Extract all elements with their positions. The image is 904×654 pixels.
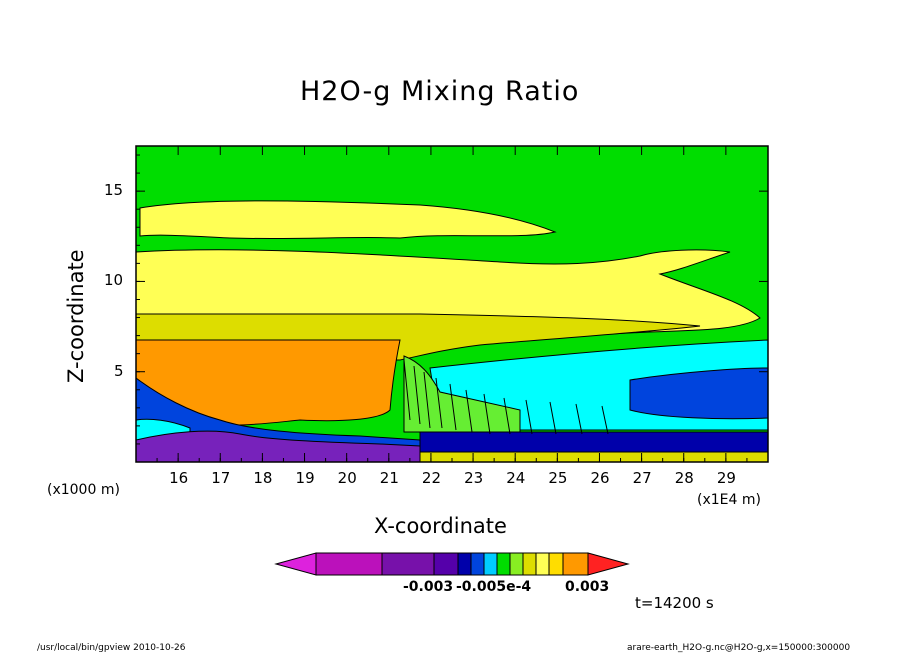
y-tick-marks	[136, 154, 768, 463]
colorbar-extend-left	[274, 552, 317, 576]
colorbar-segment	[483, 552, 498, 576]
x-tick-label: 17	[211, 469, 231, 487]
colorbar-segment	[522, 552, 537, 576]
footer-left: /usr/local/bin/gpview 2010-10-26	[37, 643, 186, 653]
x-tick-label: 16	[169, 469, 189, 487]
x-tick-label: 25	[548, 469, 568, 487]
colorbar	[274, 552, 630, 576]
colorbar-tick-label: -0.003	[403, 579, 454, 595]
contour-band-bottom-yellow	[419, 451, 768, 462]
contour-band-blue	[629, 367, 768, 420]
colorbar-segment	[496, 552, 511, 576]
contour-band-transition	[403, 355, 521, 433]
contour-band-purple	[136, 430, 421, 462]
time-label: t=14200 s	[635, 594, 714, 612]
x-scale-label: (x1E4 m)	[697, 492, 761, 508]
contour-band-navy	[419, 431, 768, 453]
colorbar-tick-label: 0.003	[565, 579, 610, 595]
y-tick-label: 10	[104, 271, 124, 290]
x-tick-label: 28	[674, 469, 694, 487]
x-tick-label: 20	[337, 469, 357, 487]
x-tick-label: 19	[295, 469, 315, 487]
x-tick-label: 24	[506, 469, 526, 487]
colorbar-segment	[548, 552, 564, 576]
chart-title: H2O-g Mixing Ratio	[300, 76, 580, 107]
footer-right: arare-earth_H2O-g.nc@H2O-g,x=150000:3000…	[627, 643, 851, 653]
x-tick-label: 29	[716, 469, 736, 487]
colorbar-segment	[535, 552, 550, 576]
colorbar-segment	[381, 552, 435, 576]
x-axis-label: X-coordinate	[374, 514, 507, 538]
colorbar-tick-label: -0.005e-4	[456, 579, 532, 595]
x-tick-label: 21	[379, 469, 399, 487]
y-tick-label: 5	[114, 361, 124, 380]
x-tick-label: 18	[253, 469, 273, 487]
colorbar-segment	[509, 552, 524, 576]
colorbar-segment	[470, 552, 485, 576]
colorbar-segment	[315, 552, 383, 576]
y-tick-label: 15	[104, 181, 124, 200]
x-tick-label: 23	[464, 469, 484, 487]
contour-band-upper-yellow	[139, 200, 557, 240]
colorbar-segment	[433, 552, 459, 576]
y-axis-label: Z-coordinate	[64, 249, 88, 383]
colorbar-segment	[457, 552, 472, 576]
colorbar-extend-right	[587, 552, 630, 576]
contour-wave-detail	[403, 359, 609, 435]
colorbar-segment	[562, 552, 589, 576]
x-tick-label: 27	[632, 469, 652, 487]
x-unit-label: (x1000 m)	[47, 482, 120, 498]
x-tick-marks	[135, 146, 769, 462]
contour-field	[136, 146, 768, 462]
x-tick-label: 22	[421, 469, 442, 487]
x-tick-label: 26	[590, 469, 610, 487]
